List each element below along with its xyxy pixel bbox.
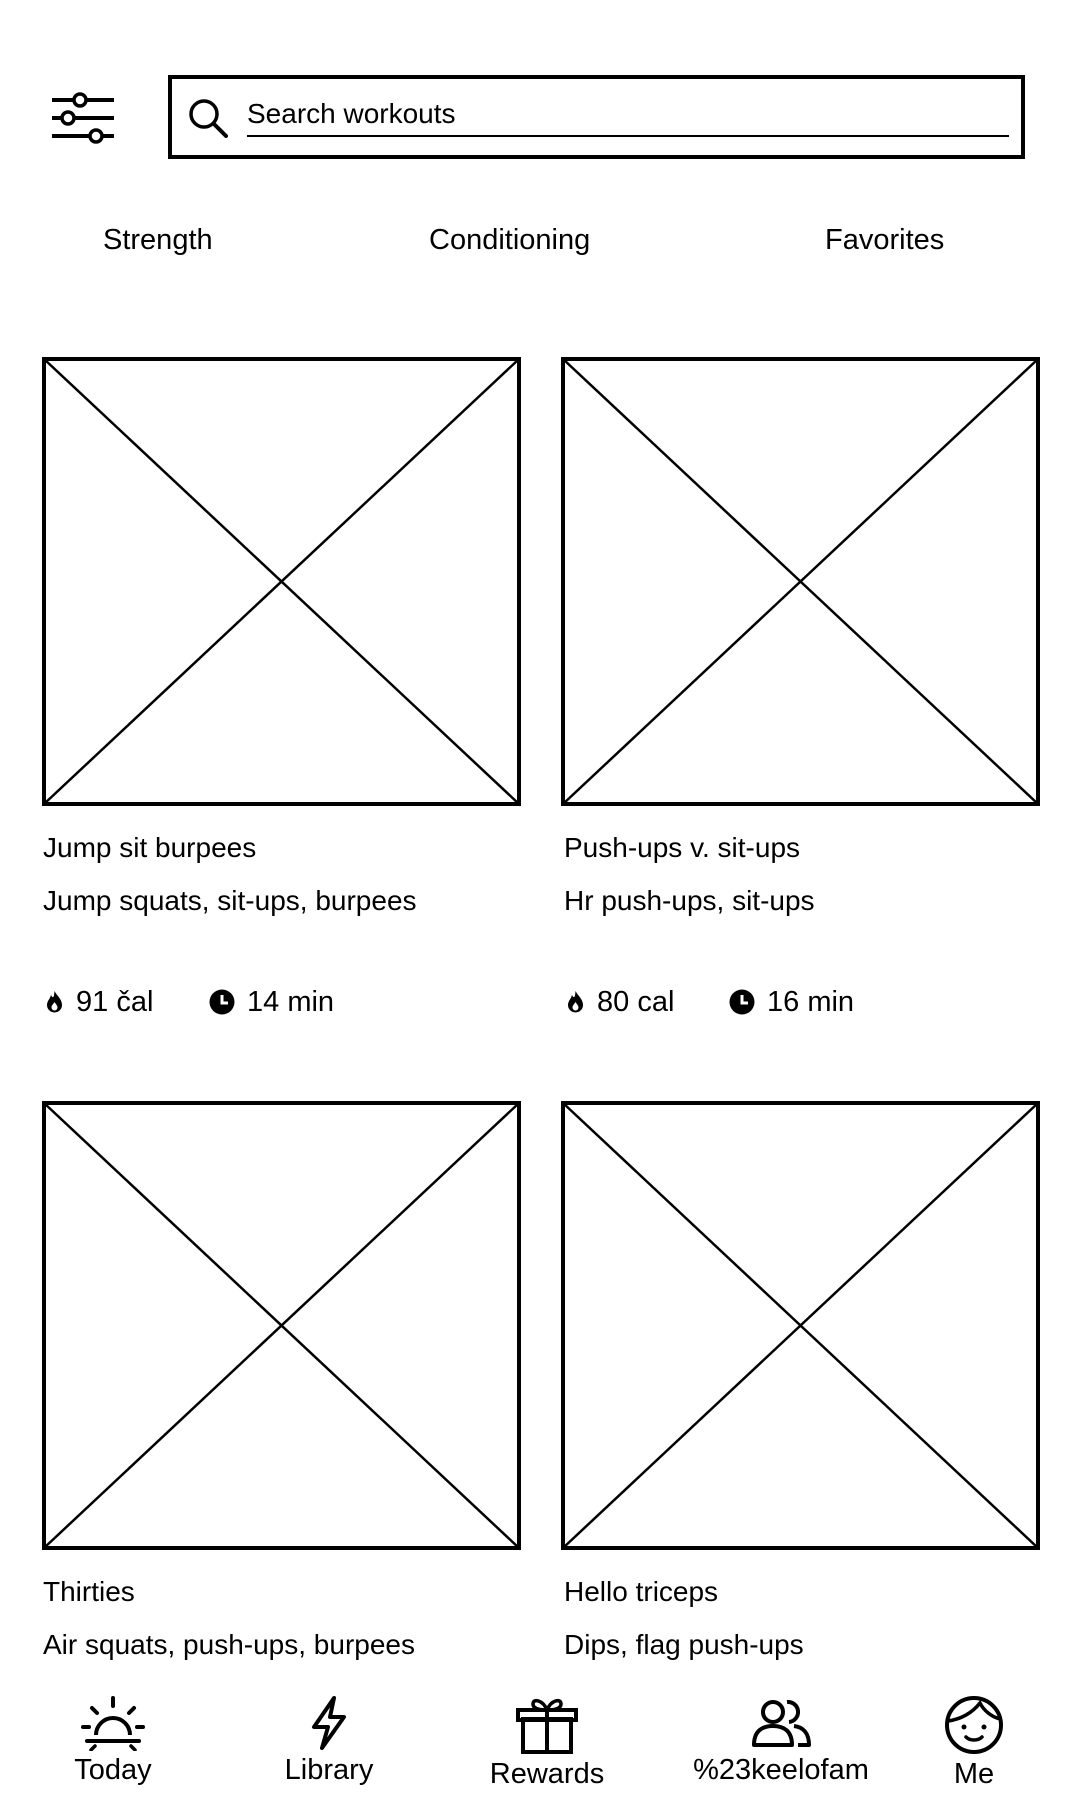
workout-exercises: Air squats, push-ups, burpees [43,1629,415,1660]
workout-calories: 91 čal [45,985,153,1019]
workout-calories: 80 cal [566,985,674,1019]
tab-strength[interactable]: Strength [103,224,213,256]
calories-value: 91 čal [76,986,154,1018]
tab-conditioning[interactable]: Conditioning [429,224,591,256]
workout-duration: 16 min [729,985,854,1019]
workout-title: Thirties [43,1576,135,1607]
tab-favorites[interactable]: Favorites [825,224,945,256]
nav-library[interactable]: Library [239,1695,419,1787]
face-icon [945,1696,1003,1754]
flame-icon [568,991,583,1013]
search-input[interactable] [247,93,1009,137]
duration-value: 16 min [767,986,855,1018]
workout-title: Jump sit burpees [43,832,257,863]
calories-value: 80 cal [597,986,675,1018]
workout-duration: 14 min [209,985,334,1019]
workout-thumbnail[interactable] [42,357,521,806]
nav-me[interactable]: Me [884,1695,1064,1791]
image-placeholder-icon [42,357,521,806]
workout-title: Hello triceps [564,1576,719,1607]
workout-title: Push-ups v. sit-ups [564,832,801,863]
nav-label: Library [284,1754,374,1786]
nav-community[interactable]: %23keelofam [691,1695,871,1787]
workout-thumbnail[interactable] [561,1101,1040,1550]
clock-icon [209,989,235,1015]
workout-exercises: Jump squats, sit-ups, burpees [43,885,417,916]
group-icon [752,1699,811,1747]
search-icon [189,99,228,138]
flame-icon [47,991,62,1013]
sliders-icon [52,92,114,144]
lightning-icon [312,1696,346,1750]
search-bar[interactable] [168,75,1025,159]
nav-rewards[interactable]: Rewards [457,1695,637,1791]
nav-label: Today [74,1754,152,1786]
workout-exercises: Hr push-ups, sit-ups [564,885,815,916]
image-placeholder-icon [561,357,1040,806]
workout-thumbnail[interactable] [42,1101,521,1550]
nav-label: Me [953,1758,995,1790]
nav-label: Rewards [489,1758,605,1790]
workout-exercises: Dips, flag push-ups [564,1629,804,1660]
nav-label: %23keelofam [693,1754,869,1786]
image-placeholder-icon [561,1101,1040,1550]
nav-today[interactable]: Today [23,1695,203,1787]
duration-value: 14 min [247,986,335,1018]
clock-icon [729,989,755,1015]
gift-icon [516,1698,578,1754]
filter-button[interactable] [52,92,114,144]
workout-thumbnail[interactable] [561,357,1040,806]
image-placeholder-icon [42,1101,521,1550]
sun-icon [81,1696,145,1751]
